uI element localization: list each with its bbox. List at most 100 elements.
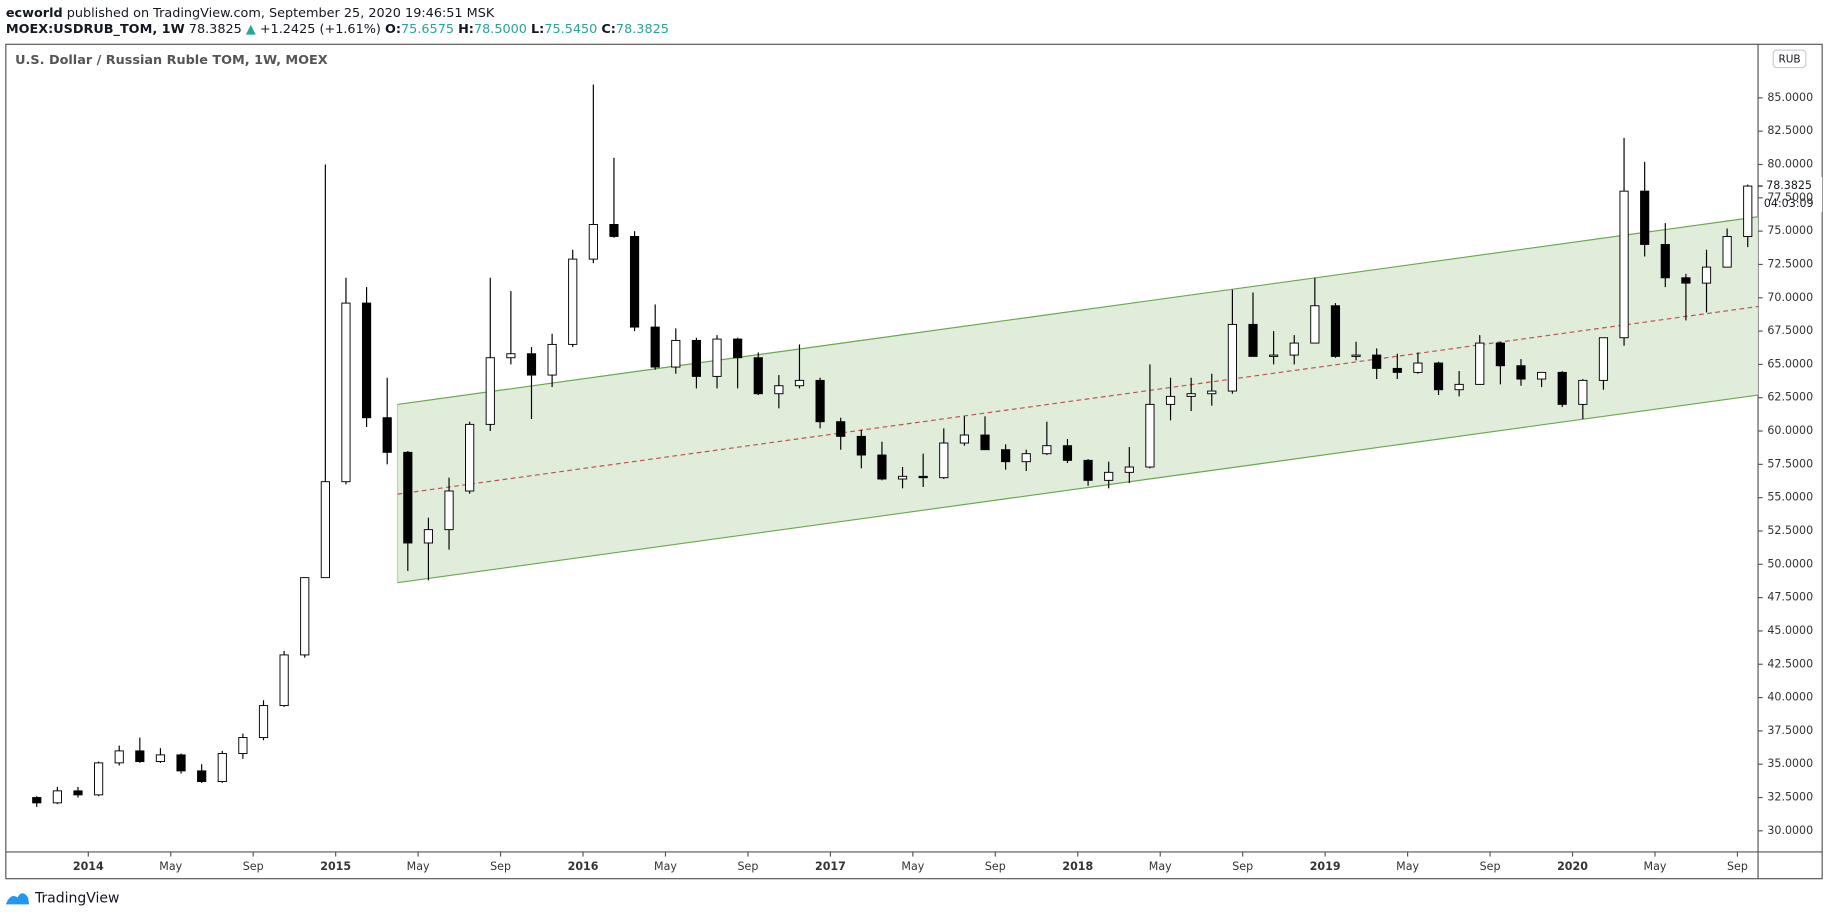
- candle-body: [629, 235, 640, 328]
- candle-body: [279, 654, 289, 707]
- x-tick-label: 2018: [1062, 860, 1093, 873]
- candle-body: [197, 770, 207, 783]
- candle-body: [320, 481, 330, 579]
- x-tick-label: 2017: [815, 860, 846, 873]
- x-tick-label: Sep: [490, 860, 511, 873]
- candle-body: [465, 423, 475, 492]
- channel-median: [397, 305, 1759, 495]
- currency-badge[interactable]: [1772, 49, 1807, 69]
- candle-body: [1248, 323, 1258, 357]
- y-tick-label: 55.0000: [1767, 491, 1813, 504]
- x-tick-label: Sep: [243, 860, 264, 873]
- candle-body: [403, 451, 413, 544]
- candle-body: [836, 421, 846, 437]
- price-overlay: 78.3825 04:03:09: [1759, 177, 1823, 213]
- change: +1.2425 (+1.61%): [260, 22, 381, 37]
- x-tick-label: 2014: [73, 860, 104, 873]
- candle-body: [506, 353, 516, 359]
- x-tick-label: May: [654, 860, 677, 873]
- chart-frame: [5, 43, 1823, 880]
- candle-body: [897, 475, 908, 480]
- candle-body: [1454, 383, 1464, 391]
- x-tick-label: May: [1644, 860, 1667, 873]
- y-tick-label: 52.5000: [1767, 524, 1813, 537]
- candle-body: [94, 762, 104, 796]
- candle-body: [712, 338, 722, 377]
- candle-body: [815, 379, 825, 423]
- candle-body: [1681, 277, 1691, 284]
- candle-body: [1001, 449, 1011, 463]
- author: ecworld: [6, 5, 63, 20]
- channel-upper: [397, 216, 1759, 405]
- candle-body: [1330, 305, 1341, 357]
- x-tick-label: 2020: [1557, 860, 1588, 873]
- last: 78.3825: [189, 22, 242, 37]
- candle-body: [1021, 453, 1031, 463]
- candle-body: [1207, 390, 1217, 395]
- candle-body: [361, 302, 372, 419]
- x-tick-label: 2015: [320, 860, 351, 873]
- candle-body: [1310, 305, 1320, 344]
- candle-body: [73, 790, 83, 796]
- candle-body: [217, 753, 227, 783]
- candle-body: [1083, 459, 1093, 481]
- candle-body: [1351, 354, 1361, 357]
- y-tick-label: 82.5000: [1767, 124, 1813, 137]
- candle-body: [650, 326, 660, 368]
- candle-body: [485, 357, 495, 425]
- candle-body: [382, 417, 392, 453]
- last-price-label: 78.3825: [1766, 179, 1812, 192]
- x-tick-label: May: [1149, 860, 1172, 873]
- c-label: C:: [601, 22, 616, 37]
- candle-body: [155, 754, 166, 763]
- candle-body: [300, 577, 310, 656]
- candle-body: [877, 454, 887, 480]
- logo-icon: [5, 893, 30, 905]
- candle-body: [1289, 342, 1299, 356]
- candle-body: [526, 353, 537, 376]
- y-tick-label: 65.0000: [1767, 357, 1813, 370]
- candle-body: [1392, 367, 1402, 373]
- h-value: 78.5000: [474, 22, 527, 37]
- x-tick-label: Sep: [1727, 860, 1748, 873]
- arrow: ▲: [246, 22, 256, 37]
- candle-body: [1475, 342, 1485, 385]
- candle-body: [1104, 471, 1114, 481]
- c-value: 78.3825: [616, 22, 669, 37]
- candle-body: [856, 435, 866, 456]
- currency: RUB: [1778, 53, 1800, 65]
- candle-body: [1062, 445, 1073, 461]
- candle-body: [32, 797, 42, 804]
- y-tick-label: 67.5000: [1767, 324, 1813, 337]
- candle-body: [258, 705, 269, 739]
- candle-body: [568, 258, 578, 345]
- y-tick-label: 80.0000: [1767, 157, 1813, 170]
- candle-body: [1743, 185, 1753, 237]
- y-tick-label: 37.5000: [1767, 724, 1813, 737]
- candle-body: [1186, 393, 1196, 397]
- candle-body: [609, 224, 619, 237]
- candle-body: [939, 442, 949, 479]
- candle-body: [918, 475, 928, 479]
- y-tick-label: 32.5000: [1767, 791, 1813, 804]
- candle-body: [341, 302, 351, 483]
- candle-body: [733, 338, 743, 359]
- candle-body: [1516, 365, 1526, 380]
- y-tick-label: 35.0000: [1767, 757, 1813, 770]
- y-tick-label: 45.0000: [1767, 624, 1813, 637]
- candle-body: [176, 754, 186, 772]
- published: published on TradingView.com, September …: [67, 5, 495, 20]
- candle-body: [114, 750, 124, 764]
- candle-body: [588, 224, 598, 260]
- x-tick-label: Sep: [1232, 860, 1253, 873]
- candle-body: [1578, 379, 1588, 405]
- candle-body: [423, 529, 434, 544]
- header-line: ecworld published on TradingView.com, Se…: [6, 5, 495, 20]
- y-tick-label: 62.5000: [1767, 391, 1813, 404]
- candle-body: [774, 385, 784, 395]
- candle-body: [1537, 371, 1547, 380]
- y-tick-label: 85.0000: [1767, 91, 1813, 104]
- h-label: H:: [458, 22, 474, 37]
- o-label: O:: [385, 22, 401, 37]
